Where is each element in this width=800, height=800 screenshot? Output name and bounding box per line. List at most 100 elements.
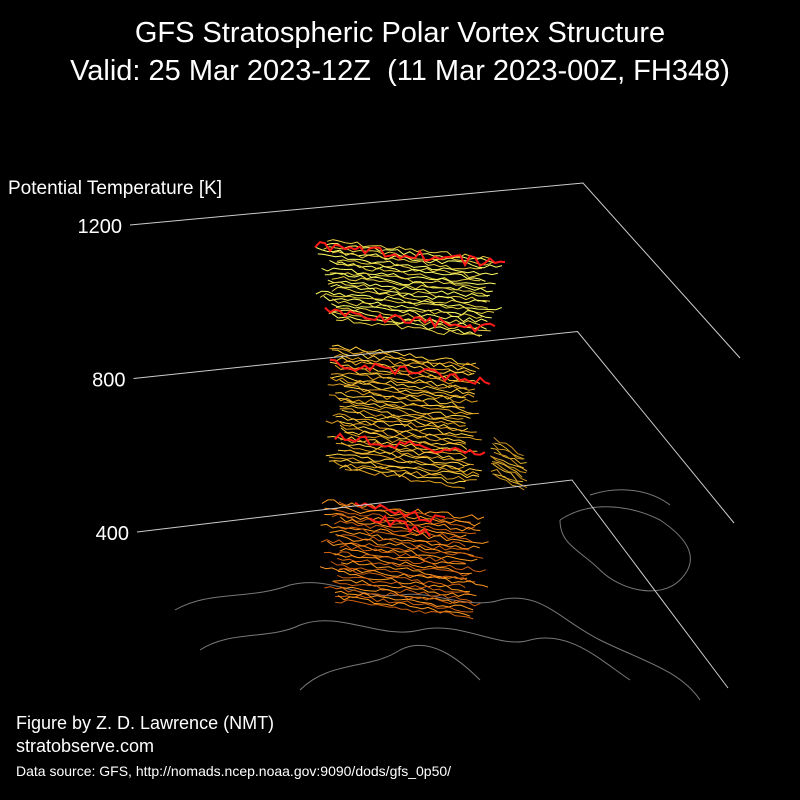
vortex-contour xyxy=(330,508,476,530)
data-source: Data source: GFS, http://nomads.ncep.noa… xyxy=(16,763,451,779)
vortex-contour xyxy=(329,347,480,370)
vortex-contour xyxy=(330,309,487,330)
vortex-contour xyxy=(335,306,481,326)
coastline xyxy=(299,645,481,691)
vortex-contour xyxy=(339,526,466,547)
vortex-contour xyxy=(331,513,477,535)
vortex-contour xyxy=(492,463,524,483)
vortex-contour xyxy=(336,259,482,279)
chart-subtitle: Valid: 25 Mar 2023-12Z (11 Mar 2023-00Z,… xyxy=(70,55,730,87)
vortex-contour xyxy=(493,437,524,457)
vortex-contour xyxy=(339,405,466,424)
chart-title: GFS Stratospheric Polar Vortex Structure xyxy=(135,17,665,49)
vortex-contour xyxy=(336,263,481,282)
vortex-contour xyxy=(327,279,490,297)
vortex-contour xyxy=(327,383,478,404)
vortex-contour xyxy=(338,398,471,419)
z-tick-label: 800 xyxy=(92,370,125,392)
vortex-contour xyxy=(331,344,477,366)
vortex-contour xyxy=(332,413,477,433)
vortex-contour xyxy=(330,374,475,395)
vortex-contour xyxy=(326,239,490,261)
vortex-contour xyxy=(492,461,523,478)
coastline xyxy=(589,489,671,506)
vortex-contour xyxy=(332,460,477,482)
coastline xyxy=(199,620,631,681)
vortex-contour xyxy=(327,540,478,562)
grid-plane xyxy=(129,182,741,359)
vortex-contour xyxy=(339,516,467,538)
vortex-contour xyxy=(490,463,528,482)
credit: stratobserve.com xyxy=(16,736,154,756)
vortex-contour xyxy=(330,561,475,583)
vortex-contour xyxy=(331,349,476,373)
vortex-contour xyxy=(335,392,474,415)
vortex-contour xyxy=(339,424,467,445)
vortex-contour xyxy=(339,421,466,444)
vortex-edge xyxy=(369,514,431,538)
vortex-contour xyxy=(321,499,485,520)
vortex-contour xyxy=(340,560,468,580)
vortex-contour xyxy=(319,293,495,315)
grid-plane xyxy=(133,330,735,524)
vortex-contour xyxy=(344,449,465,470)
vortex-contour xyxy=(335,599,474,620)
vortex-contour xyxy=(315,247,503,269)
vortex-contour xyxy=(492,473,523,486)
vortex-contour xyxy=(337,557,470,577)
vortex-contour xyxy=(329,376,475,398)
vortex-contour xyxy=(340,427,468,450)
vortex-contour xyxy=(323,295,492,319)
vortex-contour xyxy=(489,455,527,474)
vortex-contour xyxy=(339,464,466,484)
coastlines xyxy=(174,489,701,701)
vortex-contour xyxy=(335,317,481,337)
vortex-contour xyxy=(492,442,523,460)
vortex-contour xyxy=(493,451,525,469)
vortex-contour xyxy=(325,453,482,473)
vortex-contour xyxy=(343,401,464,420)
grid-plane xyxy=(136,479,729,689)
credit: Figure by Z. D. Lawrence (NMT) xyxy=(16,713,274,733)
vortex-contour xyxy=(339,586,466,604)
vortex-edge xyxy=(324,306,496,334)
vortex-contour xyxy=(337,594,471,617)
vortex-contour xyxy=(339,408,466,427)
vortex-contour xyxy=(339,567,466,589)
vortex-contour xyxy=(328,394,479,415)
vortex-contour xyxy=(340,438,467,458)
vortex-contour xyxy=(338,571,471,593)
vortex-contour xyxy=(339,379,466,400)
vortex-edge xyxy=(329,358,491,385)
vortex-contour xyxy=(324,272,493,293)
vortex-contour xyxy=(334,581,473,603)
vortex-contour xyxy=(324,586,481,607)
vortex-edge xyxy=(354,501,446,523)
vortex-surface xyxy=(314,239,528,620)
vortex-contour xyxy=(339,544,466,564)
vortex-contour xyxy=(335,534,474,557)
z-tick-label: 1200 xyxy=(78,216,123,238)
vortex-contour xyxy=(339,547,466,565)
z-tick-label: 400 xyxy=(96,523,129,545)
vortex-contour xyxy=(323,551,487,573)
vortex-contour xyxy=(334,590,474,611)
vortex-contour xyxy=(321,267,496,285)
vortex-contour xyxy=(338,501,472,523)
vortex-contour xyxy=(344,389,466,409)
vortex-contour xyxy=(494,474,525,491)
vortex-contour xyxy=(334,364,474,385)
vortex-contour xyxy=(329,529,480,550)
vortex-contour xyxy=(334,353,473,375)
coastline xyxy=(174,582,701,701)
vortex-contour xyxy=(341,368,468,389)
vortex-contour xyxy=(331,303,488,323)
axes: 400 800 1200 xyxy=(78,182,741,689)
vortex-contour xyxy=(343,386,464,408)
vortex-contour xyxy=(337,534,470,551)
vortex-contour xyxy=(325,242,494,264)
vortex-contour xyxy=(328,459,480,479)
coastline xyxy=(559,506,691,592)
